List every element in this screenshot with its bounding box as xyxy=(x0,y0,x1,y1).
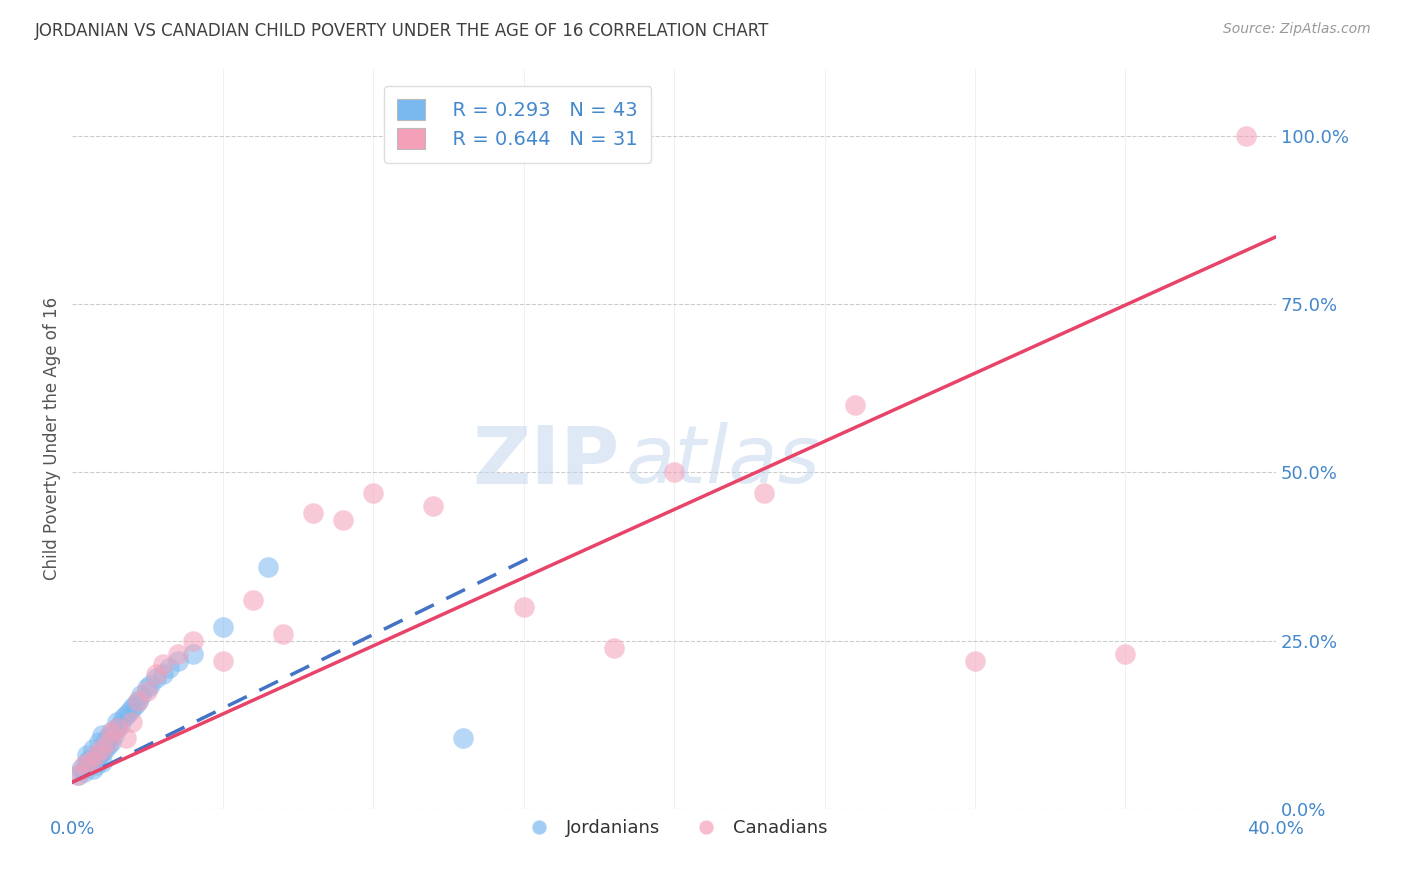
Point xyxy=(754,485,776,500)
Point xyxy=(91,728,114,742)
Point xyxy=(181,633,204,648)
Point xyxy=(89,748,111,763)
Point xyxy=(97,731,120,746)
Point xyxy=(242,593,264,607)
Point xyxy=(100,724,122,739)
Point xyxy=(70,762,93,776)
Point xyxy=(76,748,98,763)
Point xyxy=(1234,128,1257,143)
Point xyxy=(73,758,96,772)
Point xyxy=(422,499,444,513)
Point xyxy=(100,735,122,749)
Legend: Jordanians, Canadians: Jordanians, Canadians xyxy=(513,812,834,845)
Point xyxy=(84,751,107,765)
Point xyxy=(84,748,107,763)
Point xyxy=(89,735,111,749)
Point xyxy=(127,694,149,708)
Point xyxy=(136,681,159,695)
Point xyxy=(73,765,96,780)
Point xyxy=(124,698,146,712)
Point xyxy=(453,731,475,746)
Point xyxy=(91,745,114,759)
Point xyxy=(157,661,180,675)
Point xyxy=(844,398,866,412)
Point xyxy=(332,513,354,527)
Point xyxy=(512,600,534,615)
Point xyxy=(166,654,188,668)
Point xyxy=(152,657,174,672)
Point xyxy=(105,722,128,736)
Point xyxy=(181,647,204,661)
Point xyxy=(84,758,107,772)
Point xyxy=(145,671,167,685)
Text: atlas: atlas xyxy=(626,422,821,500)
Point xyxy=(79,755,101,769)
Point xyxy=(127,694,149,708)
Point xyxy=(136,684,159,698)
Point xyxy=(79,751,101,765)
Point xyxy=(662,466,685,480)
Point xyxy=(152,667,174,681)
Point xyxy=(131,688,153,702)
Text: JORDANIAN VS CANADIAN CHILD POVERTY UNDER THE AGE OF 16 CORRELATION CHART: JORDANIAN VS CANADIAN CHILD POVERTY UNDE… xyxy=(35,22,769,40)
Point xyxy=(67,768,90,782)
Point xyxy=(145,667,167,681)
Point xyxy=(91,741,114,756)
Point xyxy=(76,755,98,769)
Point xyxy=(67,768,90,782)
Point xyxy=(271,627,294,641)
Point xyxy=(302,506,325,520)
Point xyxy=(211,654,233,668)
Point xyxy=(115,707,138,722)
Point xyxy=(115,731,138,746)
Point xyxy=(94,735,117,749)
Point xyxy=(97,738,120,752)
Y-axis label: Child Poverty Under the Age of 16: Child Poverty Under the Age of 16 xyxy=(44,297,60,581)
Point xyxy=(103,728,125,742)
Point xyxy=(82,741,104,756)
Point xyxy=(110,718,132,732)
Point xyxy=(166,647,188,661)
Point xyxy=(963,654,986,668)
Point xyxy=(100,724,122,739)
Point xyxy=(1114,647,1136,661)
Text: Source: ZipAtlas.com: Source: ZipAtlas.com xyxy=(1223,22,1371,37)
Text: ZIP: ZIP xyxy=(472,422,620,500)
Point xyxy=(139,677,162,691)
Point xyxy=(361,485,384,500)
Point xyxy=(94,741,117,756)
Point xyxy=(256,559,278,574)
Point xyxy=(97,735,120,749)
Point xyxy=(105,714,128,729)
Point xyxy=(112,711,135,725)
Point xyxy=(211,620,233,634)
Point xyxy=(79,758,101,772)
Point xyxy=(118,705,141,719)
Point xyxy=(91,755,114,769)
Point xyxy=(121,714,143,729)
Point xyxy=(82,762,104,776)
Point xyxy=(121,701,143,715)
Point xyxy=(603,640,626,655)
Point xyxy=(105,722,128,736)
